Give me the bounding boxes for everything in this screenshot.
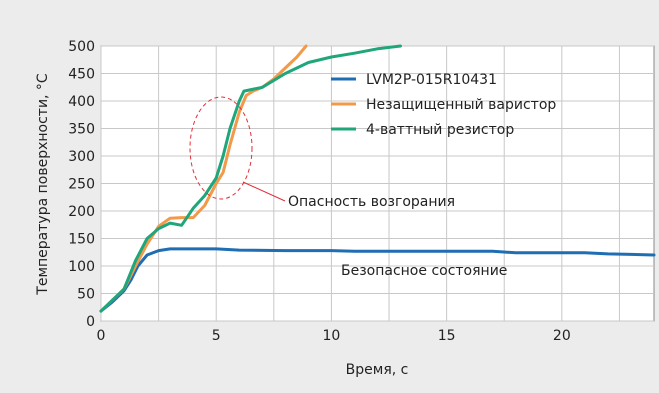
fire-risk-ellipse	[189, 96, 253, 200]
y-tick-label: 0	[86, 314, 95, 330]
x-tick-label: 5	[212, 328, 221, 344]
y-tick-label: 350	[68, 122, 95, 138]
series-line-1	[99, 247, 656, 313]
series-group	[99, 44, 656, 313]
safe-state-label: Безопасное состояние	[341, 263, 507, 279]
y-tick-label: 400	[68, 94, 95, 110]
y-axis-title: Температура поверхности, °C	[35, 73, 51, 296]
grid	[100, 45, 654, 322]
x-tick-label: 10	[323, 328, 341, 344]
x-tick-label: 15	[438, 328, 456, 344]
y-tick-label: 450	[68, 67, 95, 83]
x-axis-title: Время, с	[346, 362, 409, 378]
series-line-3	[99, 44, 402, 313]
legend-label-varistor: Незащищенный варистор	[366, 97, 556, 113]
y-tick-label: 300	[68, 149, 95, 165]
y-tick-label: 200	[68, 204, 95, 220]
y-tick-label: 250	[68, 177, 95, 193]
x-tick-label: 0	[97, 328, 106, 344]
x-tick-label: 20	[553, 328, 571, 344]
fire-risk-leader	[242, 181, 286, 202]
legend-label-lvm2p: LVM2P-015R10431	[366, 72, 497, 88]
legend-label-resistor: 4-ваттный резистор	[366, 122, 514, 138]
fire-risk-label: Опасность возгорания	[288, 194, 455, 210]
y-tick-label: 50	[77, 287, 95, 303]
y-tick-label: 500	[68, 39, 95, 55]
y-tick-label: 150	[68, 232, 95, 248]
y-tick-label: 100	[68, 259, 95, 275]
legend: LVM2P-015R10431 Незащищенный варистор 4-…	[331, 72, 556, 138]
